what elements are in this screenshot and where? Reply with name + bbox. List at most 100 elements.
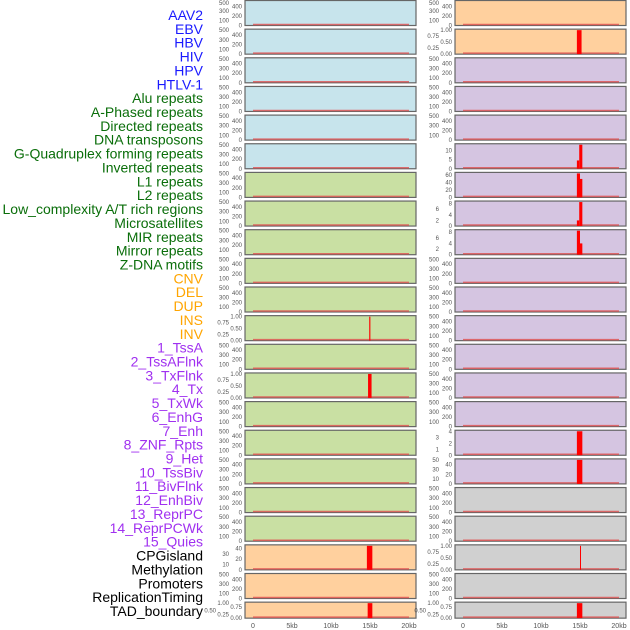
y-tick-label: 200 (232, 157, 243, 163)
y-tick-label: 300 (219, 9, 230, 15)
y-tick-label: 2 (449, 441, 453, 447)
y-tick-label: 100 (429, 391, 440, 397)
y-tick-label: 40 (445, 463, 452, 469)
y-tick-label: 0.50 (230, 384, 242, 390)
y-tick-label: 300 (219, 38, 230, 44)
y-tick-label: 6 (436, 207, 440, 213)
y-tick-label: 100 (219, 76, 230, 82)
y-tick-label: 300 (219, 267, 230, 273)
panel-background (244, 429, 417, 456)
y-tick-label: 200 (232, 14, 243, 20)
y-tick-label: 20 (445, 472, 452, 478)
track-panel: 0.000.250.50 0.751.00 (414, 601, 627, 622)
y-tick-label: 0 (239, 109, 243, 115)
y-tick-label: 500 (219, 487, 230, 493)
y-tick-label: 400 (232, 234, 243, 240)
y-tick-label: 300 (219, 353, 230, 359)
feature-label: L1 repeats (137, 173, 203, 189)
y-tick-label: 400 (442, 4, 453, 10)
feature-label: MIR repeats (127, 229, 203, 245)
panel-background (454, 200, 627, 227)
signal-bar (576, 173, 580, 198)
y-tick-label: 0 (449, 253, 453, 259)
y-tick-label: 0 (449, 109, 453, 115)
feature-label: DNA transposons (94, 132, 203, 148)
y-tick-label: 0 (239, 511, 243, 517)
y-tick-label: 100 (429, 133, 440, 139)
y-tick-label: 500 (219, 114, 230, 120)
y-tick-label: 40 (235, 547, 242, 553)
y-tick-label: 300 (429, 95, 440, 101)
y-tick-label: 100 (429, 363, 440, 369)
feature-label: 7_Enh (163, 423, 203, 439)
y-tick-label: 400 (442, 348, 453, 354)
y-tick-label: 200 (442, 129, 453, 135)
y-tick-label: 500 (429, 85, 440, 91)
y-tick-label: 500 (429, 487, 440, 493)
feature-label: Inverted repeats (102, 159, 203, 175)
y-tick-label: 8 (449, 230, 453, 236)
y-tick-label: 0.50 (440, 556, 452, 562)
y-tick-label: 200 (442, 14, 453, 20)
y-tick-label: 200 (232, 100, 243, 106)
y-tick-label: 300 (219, 181, 230, 187)
y-tick-label: 0 (449, 167, 453, 173)
y-tick-label: 300 (429, 66, 440, 72)
y-tick-label: 400 (232, 291, 243, 297)
y-tick-label: 100 (219, 420, 230, 426)
feature-label: Directed repeats (100, 118, 203, 134)
y-tick-label: 500 (429, 573, 440, 579)
y-tick-label: 8 (449, 201, 453, 207)
signal-bar (579, 144, 583, 169)
y-tick-label: 0.00 (440, 52, 452, 58)
y-tick-label: 20 (445, 188, 452, 194)
feature-label: 3_TxFlnk (145, 367, 204, 383)
y-tick-label: 100 (429, 506, 440, 512)
y-tick-label: 200 (232, 415, 243, 421)
y-tick-label: 400 (442, 119, 453, 125)
x-tick-label: 10kb (323, 623, 338, 630)
panel-background (244, 28, 417, 55)
y-tick-label: 4 (449, 429, 453, 435)
feature-label: 10_TssBiv (139, 464, 203, 480)
panel-background (454, 544, 627, 571)
panel-background (244, 486, 417, 514)
y-tick-label: 0 (239, 138, 243, 144)
y-tick-label: 200 (442, 386, 453, 392)
y-tick-label: 100 (429, 105, 440, 111)
y-tick-label: 0 (239, 425, 243, 431)
signal-bar (366, 545, 373, 570)
y-tick-label: 200 (442, 329, 453, 335)
y-tick-label: 0 (449, 482, 453, 488)
y-tick-label: 100 (429, 277, 440, 283)
y-tick-label: 200 (232, 530, 243, 536)
y-tick-label: 500 (429, 315, 440, 321)
y-tick-label: 500 (219, 257, 230, 263)
feature-label: AAV2 (168, 7, 203, 23)
panel-background (244, 343, 417, 370)
panel-background (244, 257, 417, 284)
y-tick-label: 10 (432, 477, 439, 483)
y-tick-label: 0 (449, 138, 453, 144)
feature-label: 1_TssA (157, 340, 204, 356)
panel-background (454, 429, 627, 456)
y-tick-label: 300 (429, 353, 440, 359)
signal-bar (576, 160, 580, 169)
y-tick-label: 400 (232, 262, 243, 268)
panel-background (454, 57, 627, 84)
signal-bar (369, 316, 371, 341)
feature-label: CPGisland (136, 548, 203, 564)
y-tick-label: 400 (442, 291, 453, 297)
x-tick-label: 15kb (362, 623, 377, 630)
signal-bar (580, 243, 583, 255)
